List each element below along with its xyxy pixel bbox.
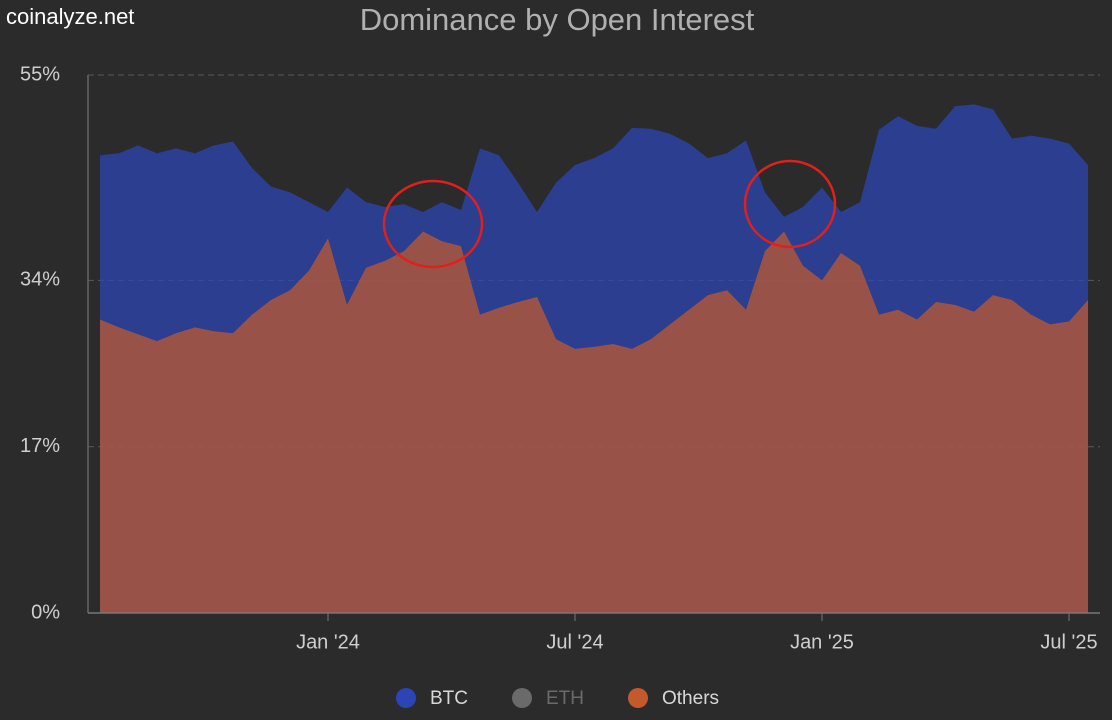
legend-label[interactable]: ETH: [546, 688, 584, 709]
y-tick-label: 55%: [20, 63, 60, 85]
y-tick-label: 34%: [20, 269, 60, 291]
x-tick-label: Jul '25: [1040, 631, 1097, 653]
area-others: [100, 231, 1088, 613]
x-tick-label: Jan '24: [296, 631, 360, 653]
highlight-circle: [743, 159, 837, 249]
y-tick-label: 0%: [31, 601, 60, 623]
highlight-circle: [382, 179, 484, 269]
plot-area: 0% 17% 34% 55% Jan '24 Jul '24 Jan '25 Jul '25: [20, 63, 1100, 653]
legend-marker[interactable]: [396, 688, 416, 708]
watermark: coinalyze.net: [6, 4, 134, 29]
legend-marker[interactable]: [512, 688, 532, 708]
x-tick-label: Jul '24: [546, 631, 603, 653]
chart-title: Dominance by Open Interest: [360, 2, 755, 37]
legend-label[interactable]: Others: [662, 688, 719, 709]
x-tick-label: Jan '25: [790, 631, 854, 653]
annotations: [382, 159, 837, 269]
y-tick-label: 17%: [20, 435, 60, 457]
legend-marker[interactable]: [628, 688, 648, 708]
legend-label[interactable]: BTC: [430, 688, 468, 709]
